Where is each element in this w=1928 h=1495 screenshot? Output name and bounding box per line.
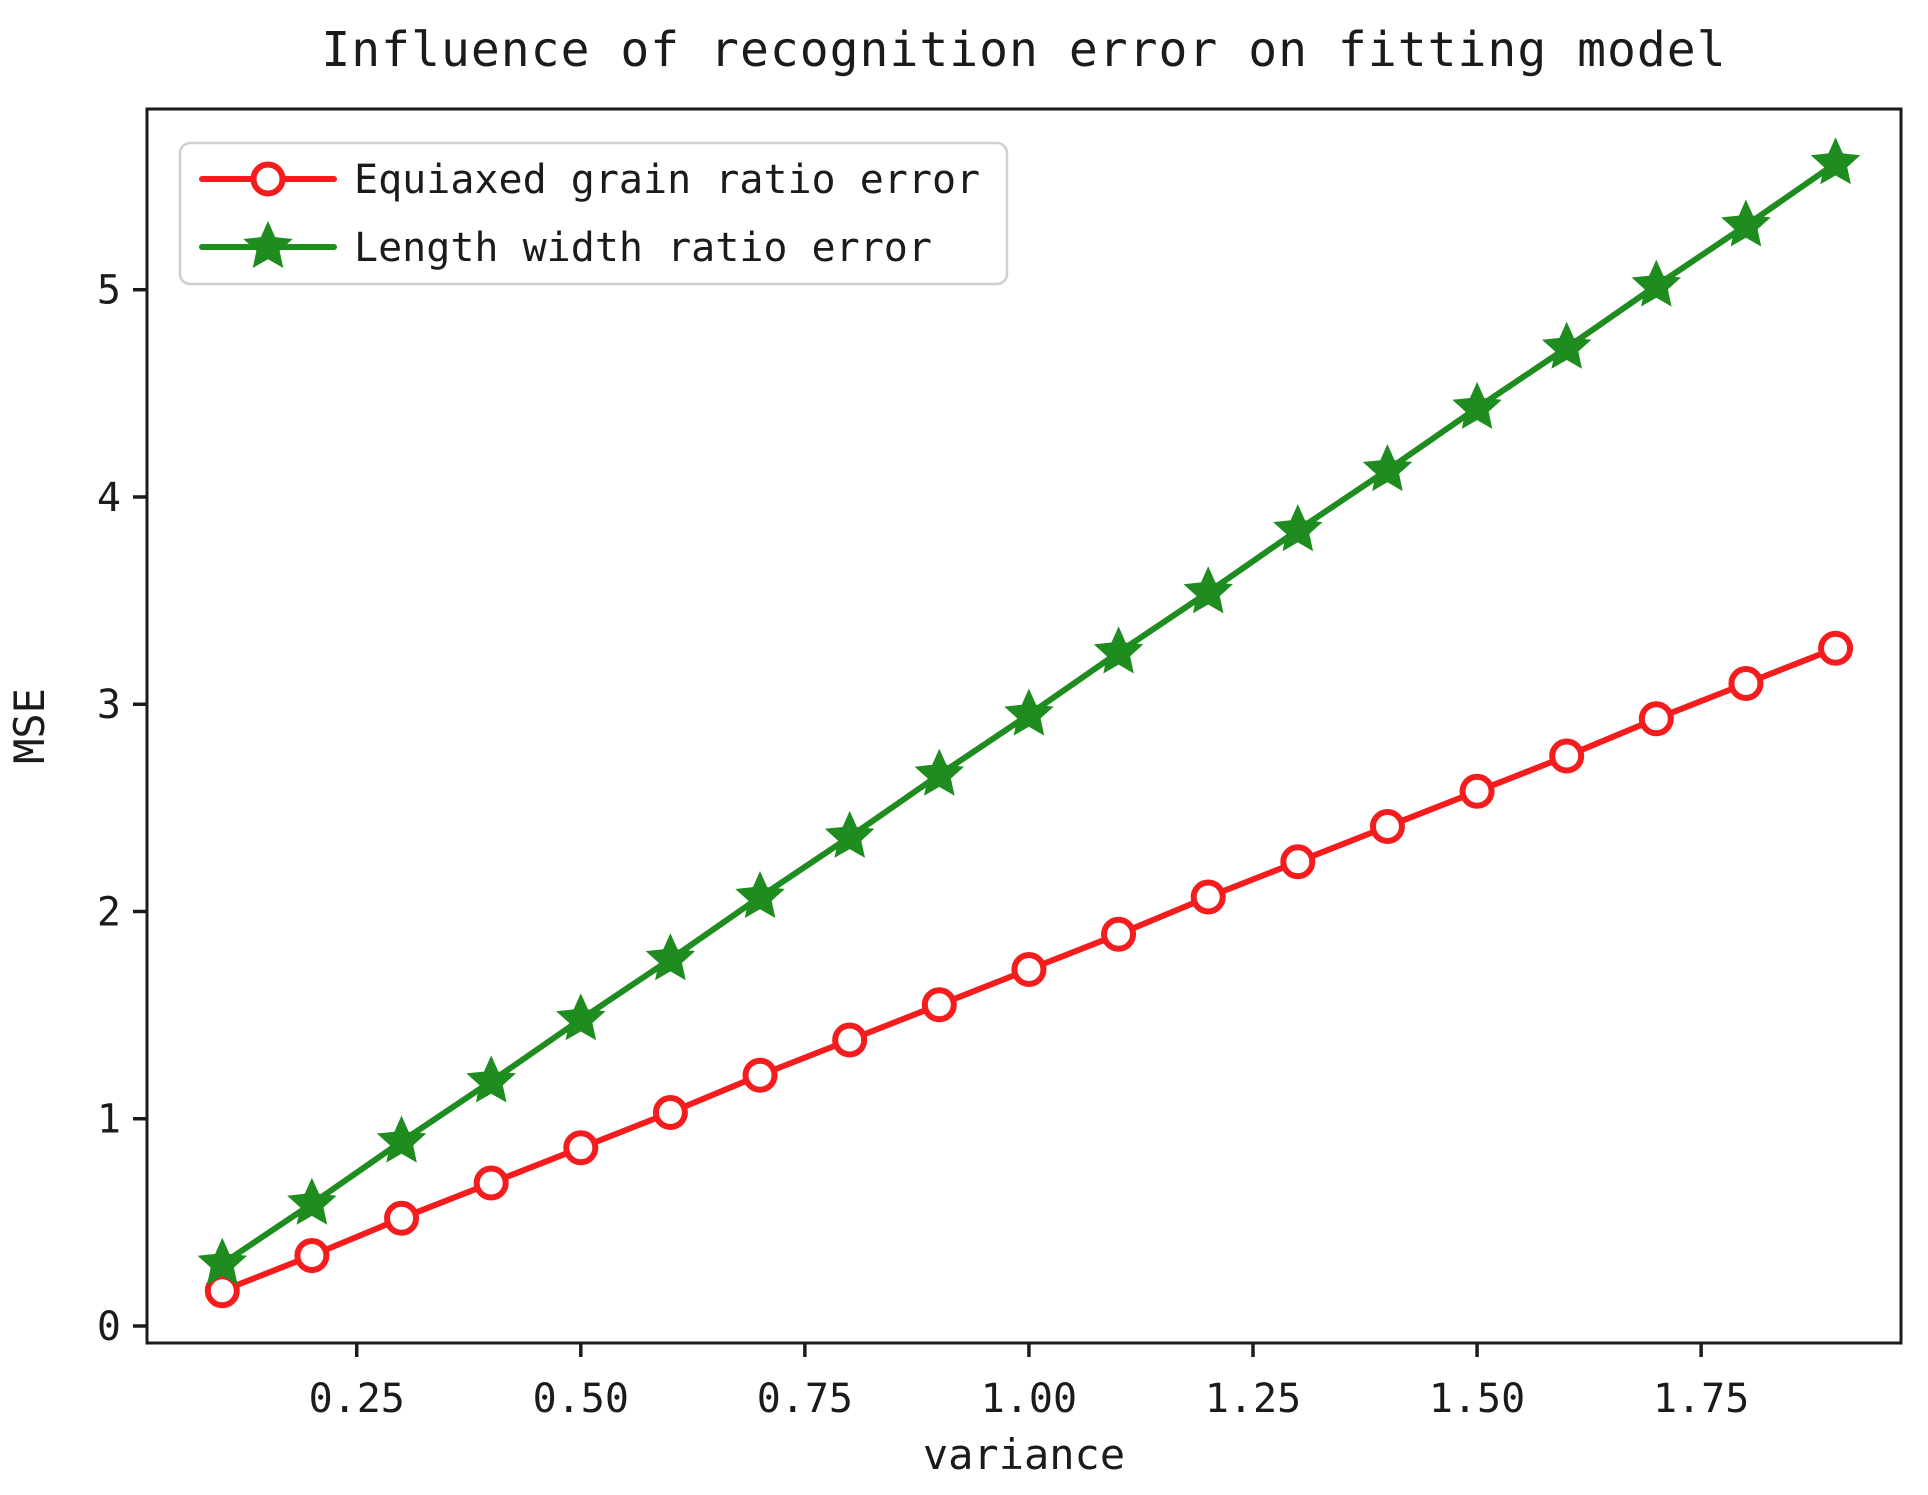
data-point-marker-series-1 (287, 1177, 337, 1225)
data-point-marker-series-1 (645, 933, 696, 981)
y-axis-label: MSE (5, 688, 54, 764)
y-tick-label: 3 (97, 682, 121, 728)
data-point-marker-series-0 (1638, 701, 1674, 737)
data-point-marker-series-1 (1631, 259, 1681, 307)
data-point-marker-series-1 (824, 810, 875, 858)
legend-circle-marker-icon (250, 161, 286, 197)
data-point-marker-series-1 (914, 748, 964, 796)
x-tick-label: 0.75 (757, 1376, 853, 1422)
data-point-marker-series-0 (204, 1273, 240, 1309)
data-point-marker-series-0 (832, 1022, 868, 1058)
data-point-marker-series-0 (1280, 844, 1316, 880)
x-tick-label: 1.00 (981, 1376, 1077, 1422)
plot-area: 0.25 0.50 0.75 1.00 1.25 1.50 1.75 0 1 2 3 4 5 Equiax… (97, 107, 1903, 1422)
legend-label-0: Equiaxed grain ratio error (354, 157, 980, 203)
data-point-marker-series-1 (1183, 566, 1233, 614)
y-tick-label: 0 (97, 1304, 121, 1350)
y-tick-label: 1 (97, 1097, 121, 1143)
data-point-marker-series-0 (1011, 952, 1047, 988)
data-point-marker-series-0 (1101, 916, 1137, 952)
legend-box (178, 141, 1009, 286)
x-tick-label: 0.50 (533, 1376, 629, 1422)
data-point-marker-series-0 (921, 987, 957, 1023)
data-point-marker-series-0 (1369, 809, 1405, 845)
x-tick-label: 1.75 (1653, 1376, 1749, 1422)
data-point-marker-series-0 (563, 1130, 599, 1166)
plot-border (145, 107, 1903, 1345)
data-point-marker-series-1 (466, 1055, 516, 1103)
x-tick-label: 1.50 (1429, 1376, 1525, 1422)
data-point-marker-series-1 (1542, 321, 1592, 369)
data-point-marker-series-0 (1459, 773, 1495, 809)
data-point-marker-series-0 (1818, 630, 1854, 666)
y-tick-label: 2 (97, 889, 121, 935)
data-point-marker-series-0 (1728, 666, 1764, 702)
data-point-marker-series-1 (376, 1115, 427, 1163)
data-point-marker-series-1 (1810, 137, 1861, 185)
data-point-marker-series-0 (1190, 879, 1226, 915)
data-point-marker-series-1 (1004, 688, 1054, 736)
data-point-marker-series-1 (1362, 444, 1413, 492)
legend-label-1: Length width ratio error (354, 225, 932, 271)
data-point-marker-series-0 (1549, 738, 1585, 774)
data-point-marker-series-0 (652, 1095, 688, 1131)
data-point-marker-series-0 (384, 1200, 420, 1236)
data-point-marker-series-1 (1273, 504, 1323, 552)
x-tick-label: 1.25 (1205, 1376, 1301, 1422)
chart-title: Influence of recognition error on fittin… (321, 22, 1726, 78)
data-point-marker-series-1 (556, 993, 606, 1041)
data-point-marker-series-1 (1721, 199, 1771, 247)
data-point-marker-series-0 (742, 1057, 778, 1093)
legend-star-marker-icon (243, 221, 293, 268)
data-point-marker-series-1 (1093, 626, 1144, 674)
data-point-marker-series-1 (735, 871, 785, 918)
y-tick-label: 4 (97, 475, 121, 521)
y-tick-label: 5 (97, 268, 121, 314)
x-tick-label: 0.25 (309, 1376, 405, 1422)
data-point-marker-series-0 (294, 1238, 330, 1274)
data-point-marker-series-0 (473, 1165, 509, 1201)
x-axis-label: variance (923, 1430, 1125, 1479)
data-point-marker-series-1 (1452, 381, 1502, 429)
data-point-marker-series-1 (197, 1237, 247, 1285)
